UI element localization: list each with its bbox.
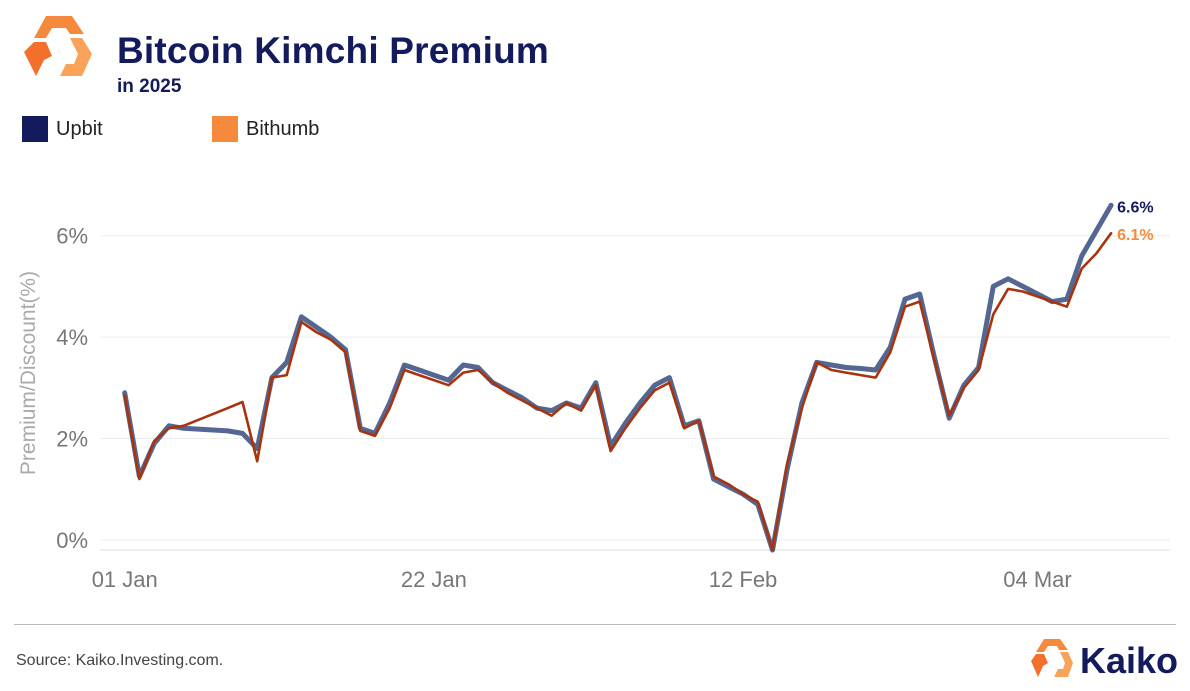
end-label-upbit: 6.6% [1117,199,1153,216]
kaiko-brand-logo [1031,639,1073,677]
kaiko-logo [24,16,92,76]
legend-label-upbit: Upbit [56,117,103,140]
chart-title: Bitcoin Kimchi Premium [117,30,550,71]
y-tick-label: 2% [56,426,88,451]
y-tick-label: 0% [56,528,88,553]
legend-item-bithumb: Bithumb [212,116,319,142]
brand-name: Kaiko [1080,640,1179,681]
end-label-bithumb: 6.1% [1117,227,1153,244]
x-tick-label: 22 Jan [401,567,467,592]
footer-divider [14,624,1176,625]
y-tick-label: 6% [56,224,88,249]
legend-label-bithumb: Bithumb [246,117,320,140]
y-tick-label: 4% [56,325,88,350]
y-axis-label: Premium/Discount(%) [17,271,40,475]
x-tick-label: 04 Mar [1003,567,1071,592]
legend-swatch-bithumb [212,116,238,142]
chart-subtitle: in 2025 [117,76,182,97]
series-line-bithumb [123,231,1113,552]
source-note: Source: Kaiko.Investing.com. [16,652,224,669]
x-tick-label: 12 Feb [709,567,778,592]
legend-swatch-upbit [22,116,48,142]
x-tick-label: 01 Jan [92,567,158,592]
legend-item-upbit: Upbit [22,116,103,142]
